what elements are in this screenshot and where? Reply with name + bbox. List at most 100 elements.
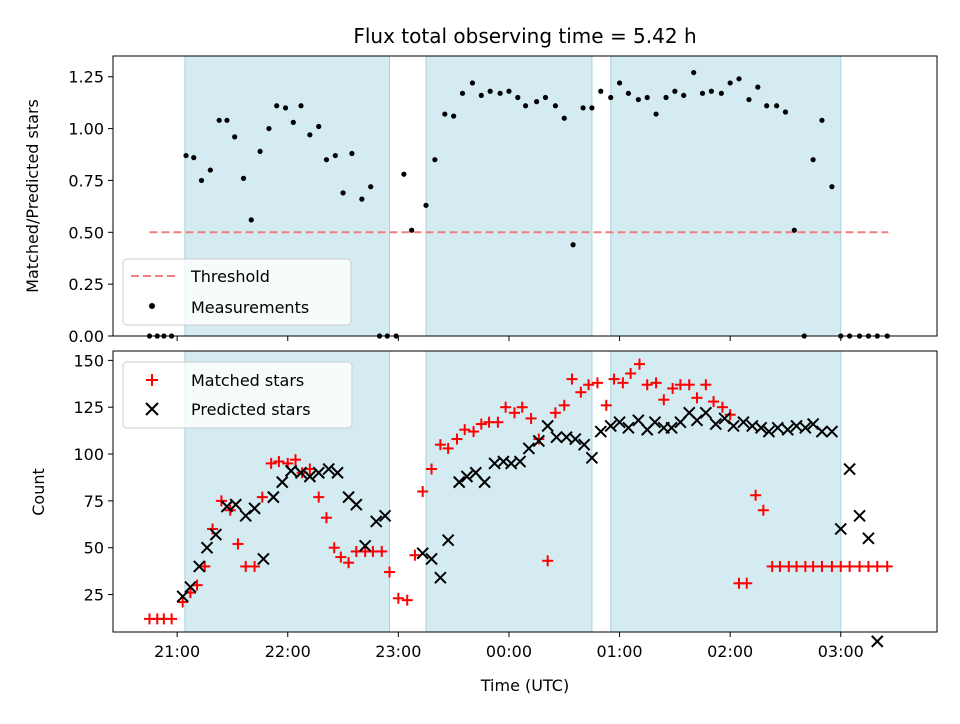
measurement-point — [580, 105, 586, 111]
measurement-point — [819, 117, 825, 123]
predicted-star-point — [853, 509, 866, 523]
measurement-point — [534, 99, 540, 105]
measurement-point — [349, 150, 355, 157]
measurement-point — [216, 117, 222, 123]
measurement-point — [727, 80, 733, 86]
bottom-ytick-label: 150 — [73, 351, 104, 370]
bottom-ytick-label: 75 — [84, 492, 104, 511]
matched-star-point — [667, 382, 679, 394]
x-axis-label: Time (UTC) — [480, 676, 569, 695]
measurement-point — [774, 103, 780, 109]
measurement-point — [290, 119, 296, 125]
matched-star-point — [401, 594, 413, 606]
top-ytick-label: 0.50 — [68, 223, 104, 242]
legend-measurements-label: Measurements — [191, 298, 309, 317]
matched-stars-series — [143, 358, 893, 625]
bottom-shade-1 — [425, 350, 593, 633]
matched-star-point — [525, 412, 537, 424]
measurement-point — [198, 177, 205, 184]
bottom-ytick-label: 100 — [73, 445, 104, 464]
top-ytick-label: 1.25 — [68, 68, 104, 87]
matched-star-point — [343, 557, 355, 569]
matched-star-point — [591, 377, 603, 389]
matched-star-point — [691, 392, 703, 404]
predicted-star-point — [460, 470, 474, 483]
predicted-star-point — [771, 421, 784, 435]
predicted-stars-series — [176, 406, 884, 648]
matched-star-point — [177, 596, 189, 608]
predicted-star-point — [648, 415, 662, 429]
matched-star-point — [320, 512, 332, 524]
matched-star-point — [199, 560, 211, 572]
measurement-point — [681, 92, 687, 99]
measurement-point — [764, 103, 770, 109]
matched-star-point — [871, 560, 883, 572]
measurement-point — [409, 227, 415, 233]
measurement-point — [755, 84, 761, 90]
measurement-point — [810, 157, 816, 163]
bottom-panel: 25 50 75 100 125 150 21:00 22:00 23:00 00:00 01:0… — [29, 350, 938, 695]
xtick-label: 22:00 — [265, 642, 311, 661]
matched-star-point — [289, 454, 301, 466]
matched-star-point — [583, 379, 595, 391]
measurement-point — [401, 171, 407, 177]
top-ytick-label: 0.25 — [68, 275, 104, 294]
predicted-star-point — [699, 406, 713, 420]
matched-star-point — [313, 491, 325, 503]
predicted-star-point — [294, 466, 308, 479]
matched-star-point — [558, 399, 570, 411]
predicted-star-point — [322, 462, 335, 476]
matched-star-point — [335, 551, 347, 563]
measurement-point — [552, 103, 559, 109]
bottom-y-axis-label: Count — [29, 468, 48, 516]
predicted-star-point — [358, 539, 372, 553]
measurement-point — [451, 113, 457, 119]
measurement-point — [829, 184, 835, 190]
matched-star-point — [434, 439, 446, 451]
measurement-point — [718, 90, 724, 96]
measurement-point — [240, 175, 247, 181]
matched-star-point — [708, 396, 720, 408]
measurement-point — [691, 69, 697, 76]
bottom-legend-box — [122, 361, 353, 429]
matched-star-point — [468, 426, 480, 438]
measurement-point — [442, 111, 448, 117]
predicted-star-point — [604, 419, 617, 433]
bottom-ytick-label: 25 — [84, 586, 104, 605]
matched-star-point — [516, 401, 528, 413]
top-ytick-label: 0.00 — [68, 327, 104, 346]
measurement-point — [340, 190, 346, 196]
predicted-star-point — [497, 455, 510, 468]
predicted-star-point — [709, 417, 722, 431]
predicted-star-point — [267, 490, 280, 504]
measurement-point — [625, 90, 632, 96]
measurement-point — [191, 155, 197, 161]
predicted-star-point — [184, 580, 197, 594]
predicted-star-point — [815, 425, 829, 438]
matched-star-point — [683, 379, 695, 391]
matched-star-point — [641, 379, 653, 391]
predicted-star-point — [871, 635, 884, 648]
measurement-point — [736, 76, 742, 82]
bottom-x-ticks: 21:00 22:00 23:00 00:00 01:00 02:00 03:00 — [154, 632, 864, 661]
matched-star-point — [608, 373, 620, 385]
legend-predicted-label: Predicted stars — [191, 400, 311, 419]
predicted-star-point — [727, 419, 740, 433]
measurement-point — [459, 90, 466, 96]
measurement-point — [672, 88, 678, 94]
predicted-star-point — [257, 552, 270, 566]
measurement-point — [663, 94, 669, 101]
measurement-point — [359, 196, 365, 202]
measurement-point — [782, 109, 789, 115]
measurement-point — [522, 103, 529, 109]
matched-star-point — [750, 489, 762, 501]
bottom-legend: Matched stars Predicted stars — [122, 361, 353, 429]
predicted-star-point — [737, 415, 750, 429]
chart-title: Flux total observing time = 5.42 h — [353, 24, 696, 48]
predicted-star-point — [452, 475, 466, 489]
matched-star-point — [757, 504, 769, 516]
measurement-point — [423, 202, 429, 208]
bottom-shade-2 — [610, 350, 842, 633]
predicted-star-point — [176, 590, 189, 603]
measurement-point — [608, 94, 614, 101]
